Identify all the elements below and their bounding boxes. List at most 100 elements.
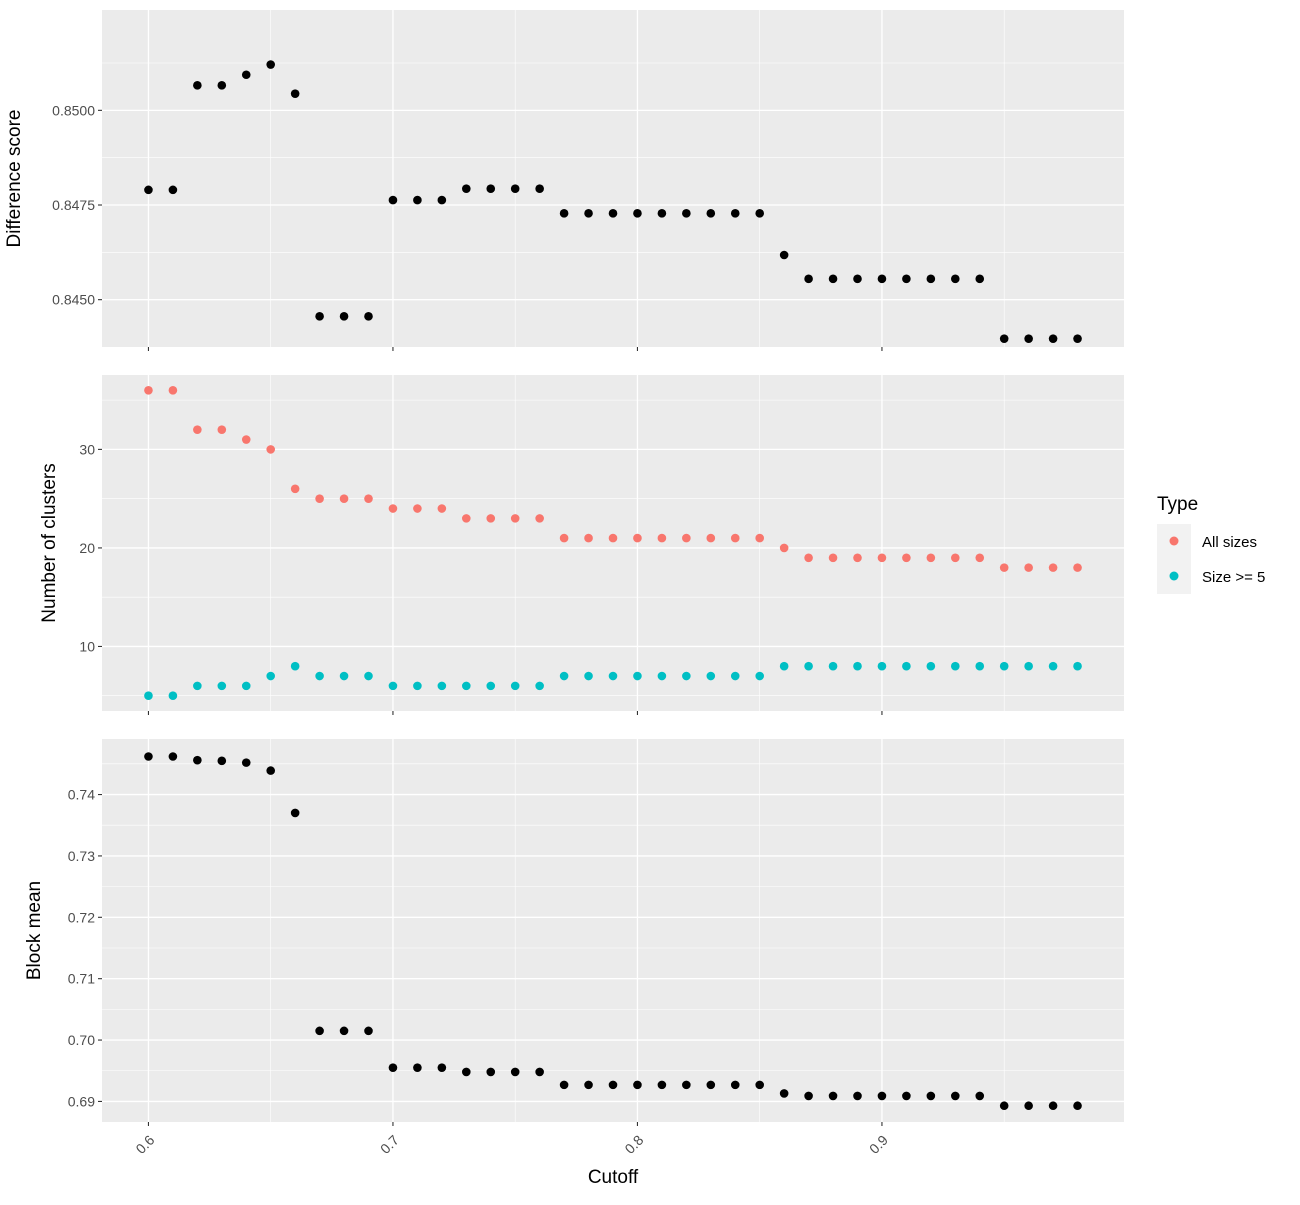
data-point: [828, 274, 838, 284]
y-tick-label: 0.74: [68, 787, 95, 803]
data-point: [1024, 1101, 1033, 1111]
data-point: [437, 1063, 447, 1072]
data-point: [877, 553, 887, 563]
data-point: [388, 681, 398, 691]
data-point: [339, 312, 349, 321]
data-point: [950, 274, 960, 284]
data-point: [584, 1080, 593, 1090]
series-all-sizes: [144, 385, 1082, 572]
data-point: [902, 274, 911, 284]
data-point: [241, 681, 251, 691]
data-point: [877, 1091, 887, 1101]
data-point: [315, 671, 324, 681]
data-point: [241, 758, 251, 767]
data-point: [633, 209, 642, 218]
data-point: [1024, 661, 1033, 671]
data-point: [535, 184, 544, 194]
data-point: [1073, 661, 1082, 671]
data-point: [437, 681, 447, 691]
data-point: [339, 671, 349, 681]
data-point: [437, 504, 447, 513]
data-point: [902, 553, 911, 563]
series-points: [144, 60, 1082, 343]
y-tick-label: 0.8475: [52, 197, 95, 213]
data-point: [413, 1063, 422, 1072]
series-size-5: [144, 661, 1082, 701]
data-point: [755, 1080, 764, 1090]
data-point: [730, 671, 740, 681]
data-point: [608, 671, 618, 681]
data-point: [144, 691, 153, 701]
data-point: [926, 661, 936, 671]
data-point: [999, 563, 1009, 572]
data-point: [217, 681, 227, 691]
y-axis-title: Block mean: [24, 881, 45, 980]
data-point: [730, 533, 740, 543]
x-tick-label: 0.9: [866, 1132, 891, 1157]
data-point: [584, 533, 593, 543]
y-tick-label: 10: [79, 638, 95, 654]
y-tick-label: 20: [79, 540, 95, 556]
data-point: [975, 553, 985, 563]
legend: Type All sizes Size >= 5: [1157, 494, 1265, 594]
data-point: [682, 671, 691, 681]
data-point: [804, 1091, 813, 1101]
data-point: [1048, 661, 1058, 671]
data-point: [779, 661, 789, 671]
data-point: [706, 533, 716, 543]
data-point: [290, 661, 300, 671]
data-point: [779, 1089, 789, 1098]
data-point: [413, 504, 422, 513]
data-point: [755, 209, 764, 218]
data-point: [1048, 1101, 1058, 1111]
data-point: [755, 671, 764, 681]
data-point: [1024, 334, 1033, 343]
data-point: [877, 661, 887, 671]
data-point: [510, 514, 520, 523]
data-point: [388, 1063, 398, 1072]
x-axis-title: Cutoff: [588, 1167, 639, 1188]
data-point: [339, 1026, 349, 1036]
y-tick-label: 0.70: [68, 1032, 95, 1048]
data-point: [730, 209, 740, 218]
data-point: [926, 553, 936, 563]
data-point: [168, 185, 178, 195]
data-point: [950, 1091, 960, 1101]
data-point: [608, 1080, 618, 1090]
data-point: [853, 553, 862, 563]
legend-key-all-sizes: [1169, 536, 1179, 546]
data-point: [290, 484, 300, 494]
data-point: [950, 661, 960, 671]
panels-layer: 0.8450 0.8475 0.8500 Difference score 10 20 30…: [4, 10, 1124, 1157]
data-point: [144, 385, 153, 395]
data-point: [266, 60, 276, 69]
y-tick-label: 0.73: [68, 848, 95, 864]
data-point: [975, 1091, 985, 1101]
data-point: [853, 274, 862, 284]
data-point: [241, 435, 251, 444]
data-point: [266, 671, 276, 681]
data-point: [364, 494, 373, 503]
data-point: [999, 334, 1009, 343]
data-point: [608, 209, 618, 218]
data-point: [633, 1080, 642, 1090]
data-point: [828, 553, 838, 563]
data-point: [902, 661, 911, 671]
data-point: [657, 671, 667, 681]
legend-title: Type: [1157, 494, 1198, 515]
data-point: [1024, 563, 1033, 572]
data-point: [730, 1080, 740, 1090]
x-tick-label: 0.7: [377, 1132, 402, 1157]
data-point: [535, 1067, 544, 1077]
data-point: [486, 184, 496, 194]
data-point: [535, 681, 544, 691]
panel-background: [102, 739, 1124, 1122]
data-point: [168, 385, 178, 395]
data-point: [950, 553, 960, 563]
data-point: [608, 533, 618, 543]
y-tick-label: 0.8500: [52, 102, 95, 118]
data-point: [290, 89, 300, 98]
data-point: [535, 514, 544, 523]
